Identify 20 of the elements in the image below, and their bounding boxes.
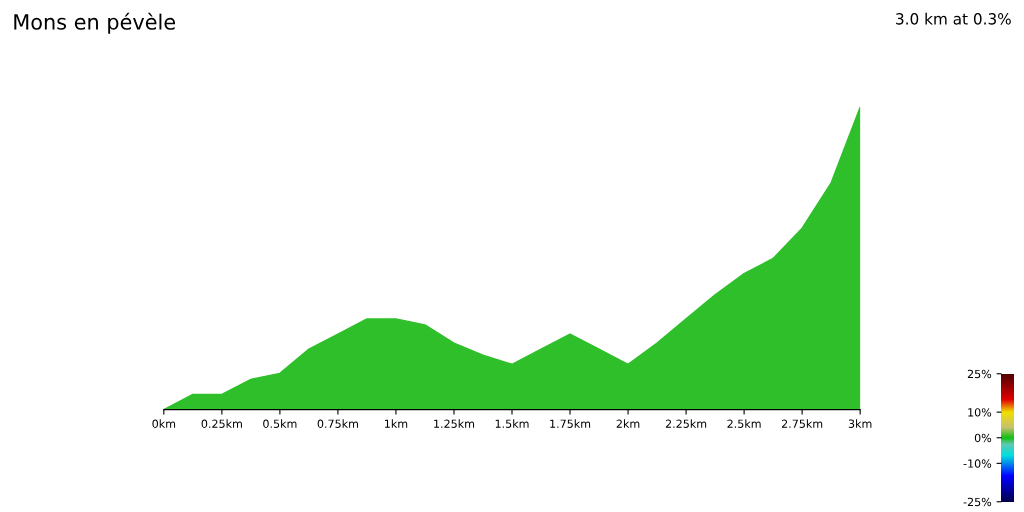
color-bar-label: 0%: [974, 433, 992, 443]
x-tick-label: 0km: [152, 419, 176, 428]
chart-title: Mons en pévèle: [14, 12, 176, 34]
x-tick-label: 2.25km: [665, 419, 707, 428]
color-bar-label: -10%: [963, 459, 992, 468]
x-tick-label: 1.75km: [550, 419, 591, 428]
x-tick-label: 2.75km: [781, 419, 823, 428]
x-tick-label: 0.75km: [317, 419, 358, 428]
color-bar-label: 10%: [968, 408, 992, 417]
x-tick-label: 1.5km: [495, 419, 529, 428]
x-tick-label: 0.5km: [263, 419, 297, 428]
x-tick-label: 0.25km: [201, 419, 242, 428]
x-tick-label: 3km: [848, 419, 872, 428]
x-tick-label: 2km: [616, 419, 640, 428]
x-tick-label: 1.25km: [434, 419, 475, 428]
x-tick-label: 1km: [385, 419, 408, 428]
text: 3.0 km at 0.3%: [896, 12, 1011, 25]
color-bar-label: 25%: [967, 369, 992, 379]
color-bar-label: -25%: [963, 497, 992, 507]
x-tick-label: 2.5km: [727, 419, 761, 428]
